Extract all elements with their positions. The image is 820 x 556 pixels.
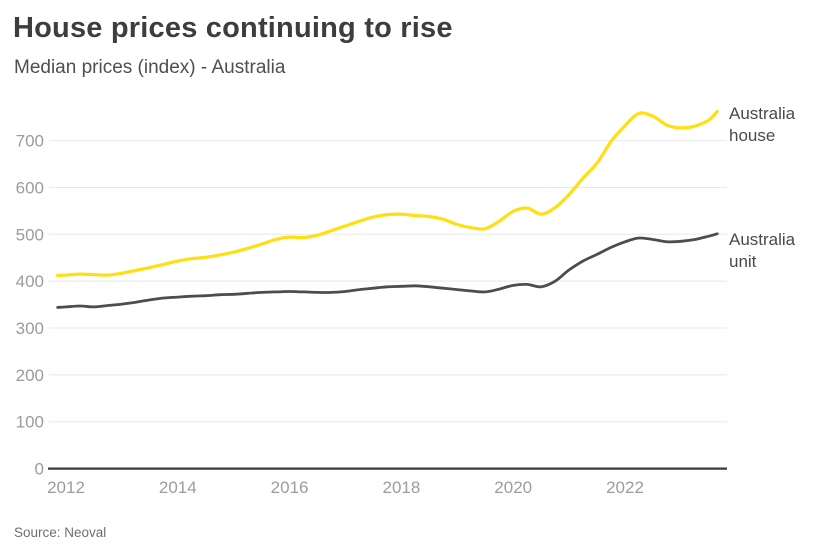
chart-subtitle: Median prices (index) - Australia: [14, 57, 286, 78]
price-line-chart: 0 100 200 300 400 500 600 700 2012 2014 2016 2018 20…: [16, 109, 727, 497]
x-tick-label: 2016: [271, 478, 309, 497]
series-line-australia-house: [56, 109, 719, 278]
y-tick-label: 200: [16, 366, 44, 385]
series-line-australia-unit: [56, 232, 719, 309]
y-tick-label: 100: [16, 413, 44, 432]
x-tick-label: 2022: [606, 478, 644, 497]
y-tick-label: 0: [35, 460, 44, 479]
source-note: Source: Neoval: [14, 525, 107, 540]
y-tick-label: 400: [16, 272, 44, 291]
chart-area: 0 100 200 300 400 500 600 700 2012 2014 2016 2018 20…: [0, 86, 820, 506]
y-tick-label: 300: [16, 319, 44, 338]
x-tick-label: 2018: [382, 478, 420, 497]
x-tick-label: 2020: [494, 478, 532, 497]
y-tick-label: 600: [16, 178, 44, 197]
series-label-australia-house: Australia house: [729, 104, 796, 145]
x-tick-label: 2012: [47, 478, 85, 497]
x-tick-label: 2014: [159, 478, 197, 497]
y-tick-label: 500: [16, 225, 44, 244]
series-label-australia-unit: Australia unit: [729, 230, 796, 271]
y-tick-label: 700: [16, 132, 44, 151]
chart-title: House prices continuing to rise: [13, 12, 453, 44]
